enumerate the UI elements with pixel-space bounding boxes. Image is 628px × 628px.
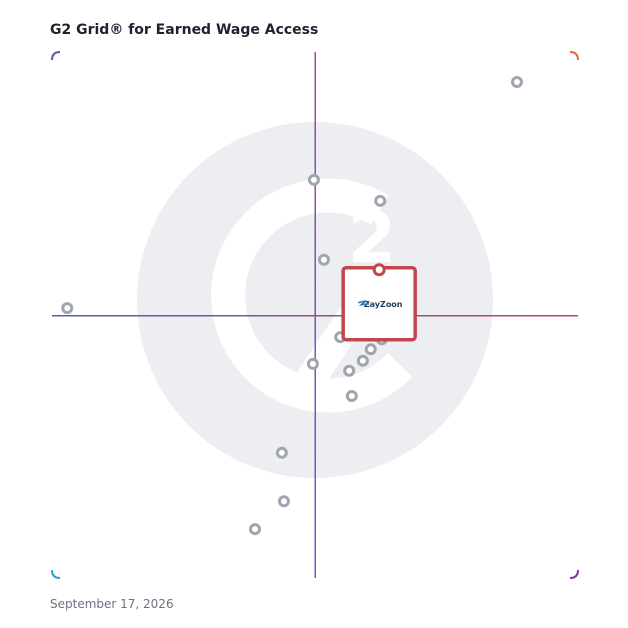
point: [275, 446, 288, 459]
point: [364, 343, 377, 356]
point: [374, 194, 387, 207]
svg-text:2: 2: [348, 197, 397, 279]
frame: [51, 51, 579, 579]
date: September 17, 2026: [50, 597, 174, 611]
point: [345, 390, 358, 403]
logo-icon: [357, 300, 370, 306]
point: [356, 354, 369, 367]
highlight-point: [372, 263, 386, 277]
point: [249, 523, 262, 536]
point: [343, 364, 356, 377]
point: [510, 75, 523, 88]
highlight-label: ZayZoon: [364, 300, 403, 309]
point: [306, 357, 319, 370]
point: [277, 495, 290, 508]
chart-title: G2 Grid® for Earned Wage Access: [50, 22, 318, 38]
point: [317, 253, 330, 266]
point: [307, 173, 320, 186]
point: [61, 302, 74, 315]
quadrant-lines: [52, 52, 578, 578]
